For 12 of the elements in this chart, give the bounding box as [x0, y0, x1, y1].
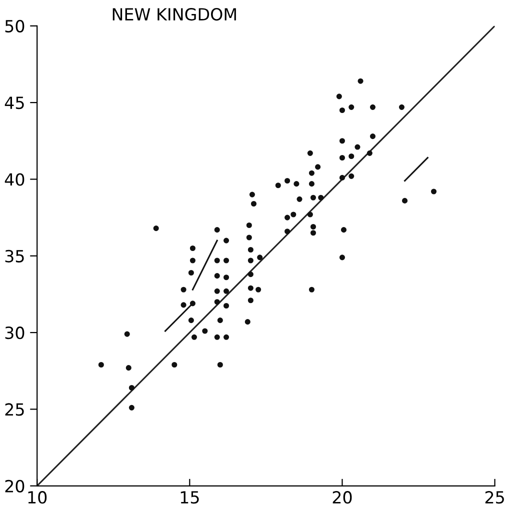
- y-tick-label: 20: [5, 480, 24, 492]
- x-tick-label: 20: [332, 491, 352, 504]
- y-tick-label: 25: [5, 403, 24, 416]
- x-tick-label: 10: [28, 491, 47, 504]
- x-tick-label: 25: [485, 491, 504, 504]
- chart-title: NEW KINGDOM: [112, 8, 236, 21]
- x-tick-label: 15: [180, 491, 199, 504]
- y-tick-label: 45: [4, 96, 24, 110]
- y-tick-label: 40: [4, 173, 24, 186]
- y-tick-label: 30: [5, 326, 24, 340]
- y-tick-label: 50: [5, 20, 24, 32]
- y-tick-label: 35: [5, 250, 24, 262]
